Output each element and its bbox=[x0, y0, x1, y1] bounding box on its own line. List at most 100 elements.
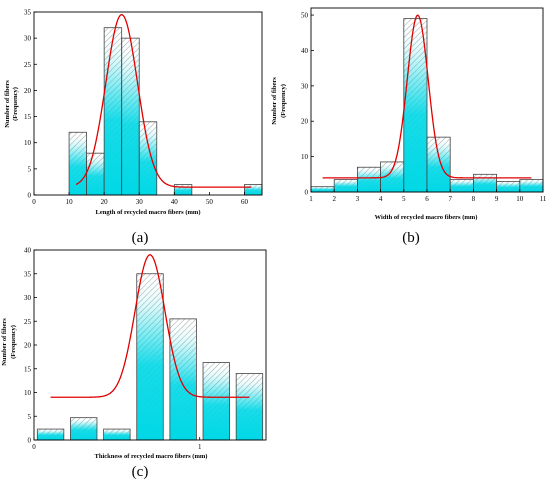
xlabel: Length of recycled macro fibers (mm) bbox=[96, 209, 201, 216]
y-tick-label: 25 bbox=[24, 61, 32, 69]
y-tick-label: 40 bbox=[301, 47, 309, 55]
x-tick-label: 40 bbox=[171, 198, 179, 206]
bar bbox=[169, 318, 197, 441]
bar-fill bbox=[427, 137, 451, 192]
bar bbox=[235, 373, 264, 441]
bar bbox=[333, 179, 358, 193]
ylabel-line2: (Frequency) bbox=[280, 84, 287, 118]
ylabel-line1: Number of fibers bbox=[271, 77, 278, 125]
bar bbox=[103, 27, 123, 196]
y-tick-label: 10 bbox=[24, 389, 32, 397]
bar-fill bbox=[136, 273, 164, 440]
y-tick-label: 5 bbox=[28, 165, 32, 173]
x-tick-label: 9 bbox=[495, 195, 499, 203]
bar-fill bbox=[236, 373, 263, 440]
bar bbox=[519, 179, 544, 193]
bar-fill bbox=[380, 161, 404, 192]
bar bbox=[70, 417, 98, 441]
chart-width: Number of fibers (Frequency) Width of re… bbox=[271, 7, 547, 246]
y-tick-label: 0 bbox=[305, 189, 309, 197]
y-tick-label: 20 bbox=[24, 342, 32, 350]
plot-frame bbox=[33, 11, 263, 196]
x-tick-label: 10 bbox=[516, 195, 524, 203]
ylabel-line1: Number of fibers bbox=[4, 80, 11, 128]
bar-fill bbox=[169, 318, 197, 440]
bar bbox=[356, 166, 381, 193]
y-tick-label: 50 bbox=[301, 12, 309, 20]
x-tick-label: 0 bbox=[32, 198, 36, 206]
bar-fill bbox=[103, 429, 131, 440]
x-tick-label: 1 bbox=[309, 195, 313, 203]
fit-curve bbox=[322, 14, 532, 179]
bar bbox=[136, 273, 164, 441]
bar-fill bbox=[311, 186, 335, 192]
y-tick-label: 10 bbox=[301, 153, 309, 161]
x-tick-label: 2 bbox=[332, 195, 336, 203]
bar-fill bbox=[403, 18, 427, 192]
ylabel-line2: (Frequency) bbox=[12, 87, 19, 121]
x-tick-label: 4 bbox=[379, 195, 383, 203]
bar-fill bbox=[70, 417, 97, 440]
bar-fill bbox=[203, 362, 230, 440]
bar bbox=[244, 184, 263, 196]
y-tick-label: 10 bbox=[24, 139, 32, 147]
x-tick-label: 11 bbox=[540, 195, 547, 203]
x-tick-label: 1 bbox=[198, 443, 202, 451]
x-tick-label: 0 bbox=[32, 443, 36, 451]
bar bbox=[68, 131, 88, 196]
fit-curve bbox=[75, 14, 252, 188]
bar bbox=[426, 136, 451, 193]
ylabel-line1: Number of fibers bbox=[1, 318, 8, 366]
ylabel-line2: (Frequency) bbox=[10, 325, 17, 359]
y-tick-label: 15 bbox=[24, 365, 32, 373]
y-tick-label: 5 bbox=[28, 413, 32, 421]
y-tick-label: 0 bbox=[28, 192, 32, 200]
bar bbox=[202, 362, 230, 441]
y-tick-label: 20 bbox=[301, 118, 309, 126]
bar-fill bbox=[244, 184, 262, 195]
x-tick-label: 60 bbox=[241, 198, 249, 206]
y-tick-label: 25 bbox=[24, 318, 32, 326]
bar-fill bbox=[334, 179, 358, 192]
bar bbox=[86, 152, 105, 196]
bar bbox=[496, 180, 521, 193]
chart-thickness: Number of fibers (Frequency) Thickness o… bbox=[1, 247, 267, 480]
x-tick-label: 7 bbox=[448, 195, 452, 203]
y-tick-label: 30 bbox=[301, 82, 309, 90]
y-tick-label: 0 bbox=[28, 437, 32, 445]
bar-fill bbox=[69, 132, 87, 195]
x-tick-label: 5 bbox=[402, 195, 406, 203]
bar-fill bbox=[174, 184, 192, 195]
x-tick-label: 30 bbox=[136, 198, 144, 206]
x-tick-label: 10 bbox=[66, 198, 74, 206]
x-tick-label: 20 bbox=[101, 198, 109, 206]
y-tick-label: 35 bbox=[24, 9, 32, 17]
xlabel: Thickness of recycled macro fibers (mm) bbox=[95, 453, 208, 460]
y-tick-label: 30 bbox=[24, 35, 32, 43]
y-tick-label: 20 bbox=[24, 87, 32, 95]
panel-label: (b) bbox=[402, 230, 420, 246]
bar-fill bbox=[473, 174, 497, 192]
bar bbox=[36, 428, 65, 441]
bar-fill bbox=[104, 27, 122, 195]
bar-fill bbox=[139, 121, 157, 195]
y-tick-label: 40 bbox=[24, 247, 32, 255]
bar bbox=[103, 428, 131, 441]
chart-length: Number of fibers (Frequency) Length of r… bbox=[4, 9, 263, 246]
bar-fill bbox=[37, 429, 64, 440]
bar-fill bbox=[121, 38, 140, 196]
bar bbox=[310, 186, 335, 193]
bar bbox=[403, 18, 428, 193]
y-tick-label: 15 bbox=[24, 113, 32, 121]
x-tick-label: 50 bbox=[206, 198, 214, 206]
bar-fill bbox=[519, 179, 543, 192]
bar-fill bbox=[450, 179, 474, 192]
x-tick-label: 8 bbox=[472, 195, 476, 203]
bar bbox=[121, 37, 140, 196]
y-tick-label: 30 bbox=[24, 294, 32, 302]
y-tick-label: 35 bbox=[24, 270, 32, 278]
fit-curve bbox=[50, 254, 250, 398]
bar bbox=[173, 184, 193, 196]
bar bbox=[138, 121, 158, 196]
bar-fill bbox=[86, 153, 105, 195]
